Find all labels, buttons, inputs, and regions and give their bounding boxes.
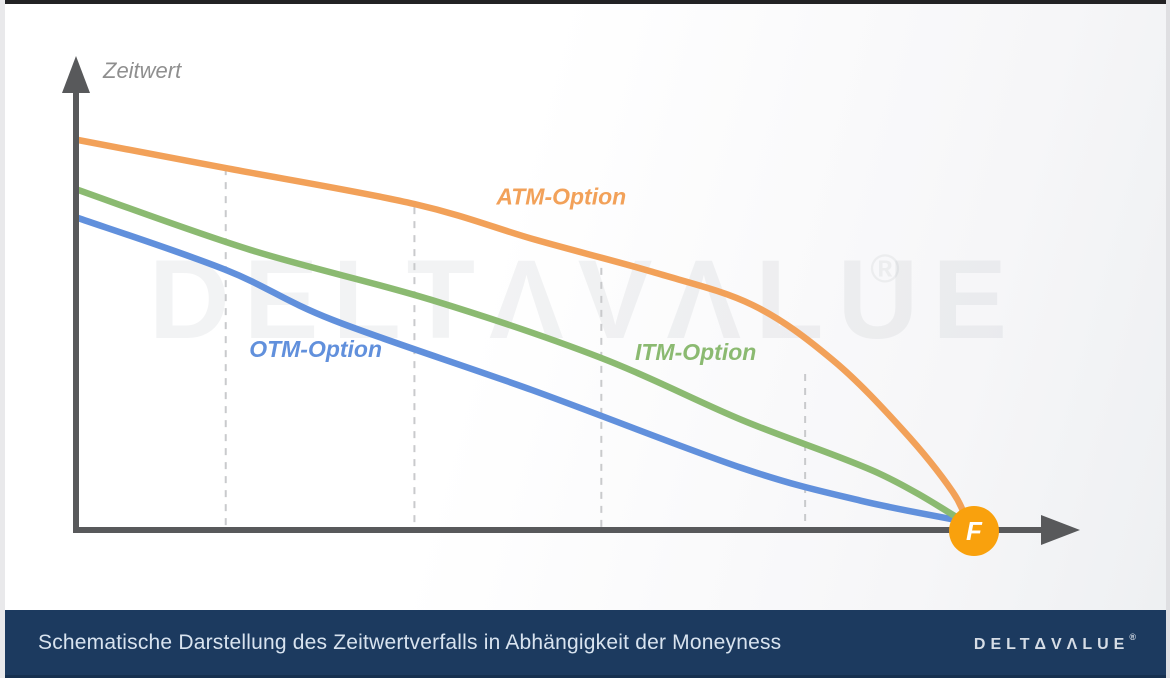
y-axis-label: Zeitwert [102,58,182,83]
otm-curve [74,214,972,526]
chart-area: DELTΛVΛLUE ® F Zeitwert ATM-Option ITM-O… [5,4,1166,610]
right-border [1166,0,1170,678]
top-border [0,0,1170,4]
chart-caption: Schematische Darstellung des Zeitwertver… [38,630,782,654]
footer-bar: Schematische Darstellung des Zeitwertver… [5,610,1166,678]
dashed-gridlines [224,168,807,527]
decay-curves [74,136,972,529]
series-label-otm: OTM-Option [249,336,382,362]
left-border [0,0,5,678]
brand-logo-reg-icon: ® [1129,631,1136,642]
itm-curve [74,186,972,528]
watermark-reg-icon: ® [870,247,913,291]
expiry-marker-circle [949,506,999,556]
series-label-atm: ATM-Option [495,183,626,209]
expiry-marker-label: F [966,516,983,546]
atm-curve [74,136,972,529]
brand-logo: DELTΔVΛLUE® [974,632,1136,654]
time-value-decay-chart: DELTΛVΛLUE ® F Zeitwert ATM-Option ITM-O… [62,56,1080,556]
series-label-itm: ITM-Option [635,339,756,365]
brand-logo-text: DELTΔVΛLUE [973,635,1130,653]
y-axis-arrow-icon [62,56,90,93]
x-axis-arrow-icon [1041,515,1080,545]
